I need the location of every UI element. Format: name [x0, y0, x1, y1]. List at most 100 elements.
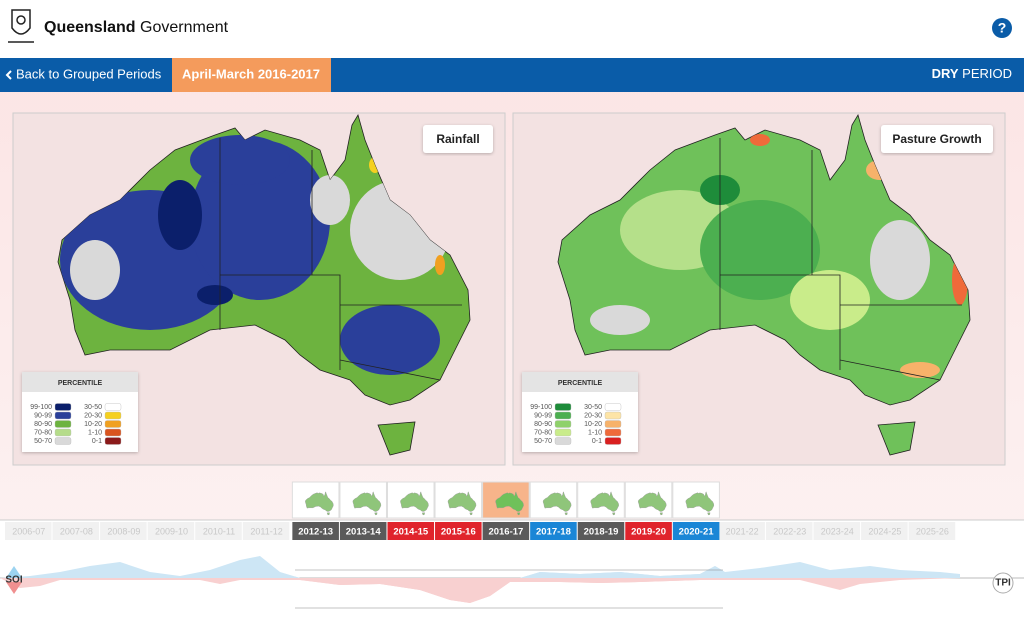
title-bold: Queensland	[44, 19, 136, 36]
legend-label: 80-90	[534, 421, 552, 428]
help-button[interactable]	[992, 18, 1012, 38]
legend-swatch	[54, 411, 72, 420]
year-cell	[718, 522, 765, 540]
year-label: 2010-11	[203, 526, 235, 536]
legend-label: 1-10	[88, 429, 102, 436]
region	[190, 135, 290, 185]
period-label[interactable]: 2015-16	[441, 527, 476, 538]
legend-label: 20-30	[584, 412, 602, 419]
period-label[interactable]: 2013-14	[346, 527, 382, 538]
period-cell[interactable]	[577, 522, 625, 540]
period-label[interactable]: 2020-21	[679, 527, 715, 538]
period-cell[interactable]	[339, 522, 387, 540]
year-cell	[5, 522, 52, 540]
period-tab[interactable]	[172, 58, 331, 92]
year-label: 2021-22	[726, 526, 759, 536]
back-chevron[interactable]	[5, 70, 12, 80]
period-label[interactable]: 2012-13	[298, 527, 333, 538]
year-cell	[147, 522, 195, 540]
legend-label: 70-80	[34, 429, 52, 436]
period-label[interactable]: 2014-15	[393, 527, 429, 538]
map-shading	[60, 135, 450, 375]
legend-label: 10-20	[584, 421, 602, 428]
state-borders	[719, 138, 962, 381]
period-label[interactable]: 2019-20	[631, 527, 666, 538]
state-borders	[219, 138, 462, 381]
period-cell[interactable]	[625, 522, 672, 540]
legend-label: 80-90	[34, 421, 52, 428]
year-label: 2022-23	[773, 526, 806, 536]
map-title-box	[881, 125, 993, 153]
nav-bar	[0, 58, 1024, 92]
logo	[8, 9, 34, 43]
legend-swatch	[554, 428, 572, 437]
legend-header	[22, 372, 138, 392]
title-rest: Government	[140, 19, 229, 36]
legend-swatch	[54, 420, 72, 428]
region	[590, 305, 650, 335]
year-cell	[908, 522, 956, 540]
legend-label: 30-50	[84, 404, 102, 411]
map-title-box	[423, 125, 493, 153]
year-label: 2009-10	[155, 526, 188, 536]
legend-label: 70-80	[534, 429, 552, 436]
legend-swatch	[104, 411, 122, 420]
period-label[interactable]: April-March 2016-2017	[182, 66, 320, 81]
legend-swatch	[554, 403, 572, 411]
legend-swatch	[604, 411, 622, 420]
period-cell[interactable]	[530, 522, 577, 540]
period-cell[interactable]	[482, 522, 530, 540]
year-label: 2025-26	[916, 526, 949, 536]
region	[790, 270, 870, 330]
year-cell	[242, 522, 290, 540]
legend-swatch	[104, 403, 122, 411]
australia-map	[57, 114, 471, 456]
legend-label: 50-70	[34, 438, 52, 445]
legend-swatch	[54, 403, 72, 411]
year-label: 2008-09	[107, 526, 140, 536]
legend-title: PERCENTILE	[58, 380, 103, 387]
period-cell[interactable]	[292, 522, 339, 540]
region	[310, 175, 350, 225]
year-label: 2006-07	[12, 526, 45, 536]
region	[870, 220, 930, 300]
year-cell	[100, 522, 147, 540]
mode-rest: PERIOD	[962, 66, 1012, 81]
year-label: 2007-08	[60, 526, 93, 536]
back-link[interactable]: Back to Grouped Periods	[16, 66, 162, 81]
help-icon[interactable]: ?	[998, 20, 1007, 36]
period-label[interactable]: 2018-19	[584, 527, 619, 538]
period-cell[interactable]	[672, 522, 720, 540]
region	[158, 180, 202, 250]
legend-title: PERCENTILE	[558, 380, 603, 387]
year-label: 2024-25	[868, 526, 901, 536]
legend-swatch	[554, 420, 572, 428]
region	[197, 285, 233, 305]
legend-swatch	[104, 437, 122, 445]
legend-label: 1-10	[588, 429, 602, 436]
soi-label: SOI	[5, 575, 22, 586]
period-cell[interactable]	[387, 522, 435, 540]
period-label[interactable]: 2017-18	[536, 527, 571, 538]
legend-label: 99-100	[530, 404, 552, 411]
legend-label: 10-20	[84, 421, 102, 428]
legend-label: 99-100	[30, 404, 52, 411]
region	[435, 255, 445, 275]
legend-swatch	[604, 437, 622, 445]
year-cell	[861, 522, 908, 540]
period-label[interactable]: 2016-17	[488, 527, 523, 538]
legend-swatch	[604, 420, 622, 428]
year-cell	[813, 522, 861, 540]
mode-bold: DRY	[932, 66, 959, 81]
period-cell[interactable]	[435, 522, 482, 540]
legend-swatch	[104, 420, 122, 428]
legend-label: 90-99	[34, 412, 52, 419]
legend-swatch	[54, 437, 72, 445]
australia-map	[557, 114, 971, 456]
legend-label: 50-70	[534, 438, 552, 445]
